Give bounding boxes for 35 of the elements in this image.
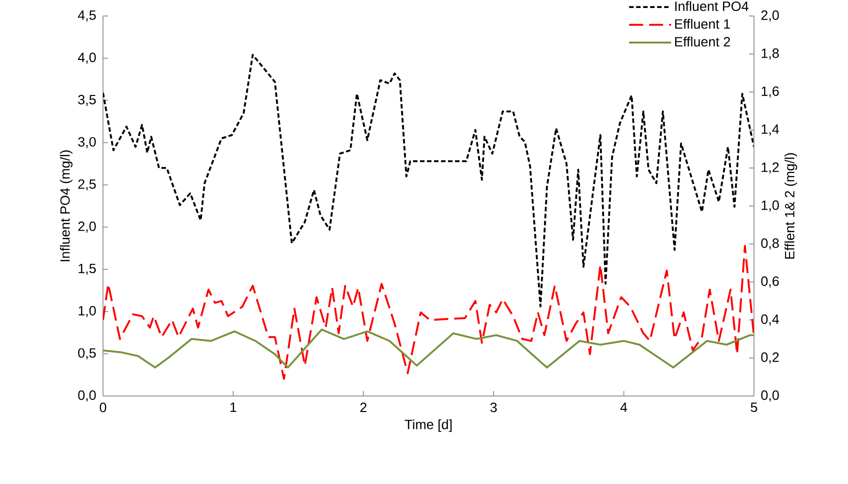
y-tick-label: 0,5 bbox=[78, 348, 96, 360]
y2-tick-label: 0,4 bbox=[761, 314, 779, 326]
y-tick-label: 0,0 bbox=[78, 390, 96, 402]
y-tick-label: 2,5 bbox=[78, 179, 96, 190]
y-tick-label: 4,5 bbox=[78, 10, 96, 22]
legend-label: Effluent 1 bbox=[675, 18, 730, 29]
x-tick-label: 2 bbox=[360, 402, 366, 412]
x-tick-label: 0 bbox=[100, 402, 106, 412]
y2-tick-label: 0,2 bbox=[761, 352, 779, 364]
y2-tick-label: 1,8 bbox=[762, 48, 779, 60]
line-series bbox=[103, 244, 754, 380]
y2-tick-label: 1,4 bbox=[762, 124, 779, 136]
y2-axis-title: Efflent 1& 2 (mg/l) bbox=[784, 153, 798, 259]
y2-tick-label: 0,6 bbox=[761, 276, 779, 288]
x-tick-label: 1 bbox=[230, 402, 236, 412]
y2-tick-label: 1,0 bbox=[762, 200, 779, 212]
line-series bbox=[103, 54, 754, 308]
x-axis-title: Time [d] bbox=[404, 419, 452, 432]
y2-tick-label: 1,2 bbox=[762, 162, 779, 174]
x-tick-label: 5 bbox=[750, 402, 758, 412]
x-tick-label: 4 bbox=[620, 402, 628, 412]
y-tick-label: 1,0 bbox=[78, 306, 96, 318]
y2-tick-label: 2,0 bbox=[761, 10, 779, 22]
y-tick-label: 3,5 bbox=[78, 94, 96, 106]
y2-tick-label: 0,8 bbox=[761, 238, 779, 250]
y-tick-label: 3,0 bbox=[78, 137, 96, 148]
legend-label: Influent PO4 bbox=[675, 1, 748, 12]
legend-label: Effluent 2 bbox=[675, 36, 730, 47]
y-tick-label: 4,0 bbox=[78, 52, 96, 64]
y2-tick-label: 0,0 bbox=[761, 390, 779, 402]
y2-tick-label: 1,6 bbox=[762, 86, 779, 98]
y-tick-label: 2,0 bbox=[78, 222, 96, 233]
y-tick-label: 1,5 bbox=[78, 264, 96, 275]
y-axis-title: Influent PO4 (mg/l) bbox=[60, 150, 72, 262]
x-tick-label: 3 bbox=[490, 402, 497, 412]
